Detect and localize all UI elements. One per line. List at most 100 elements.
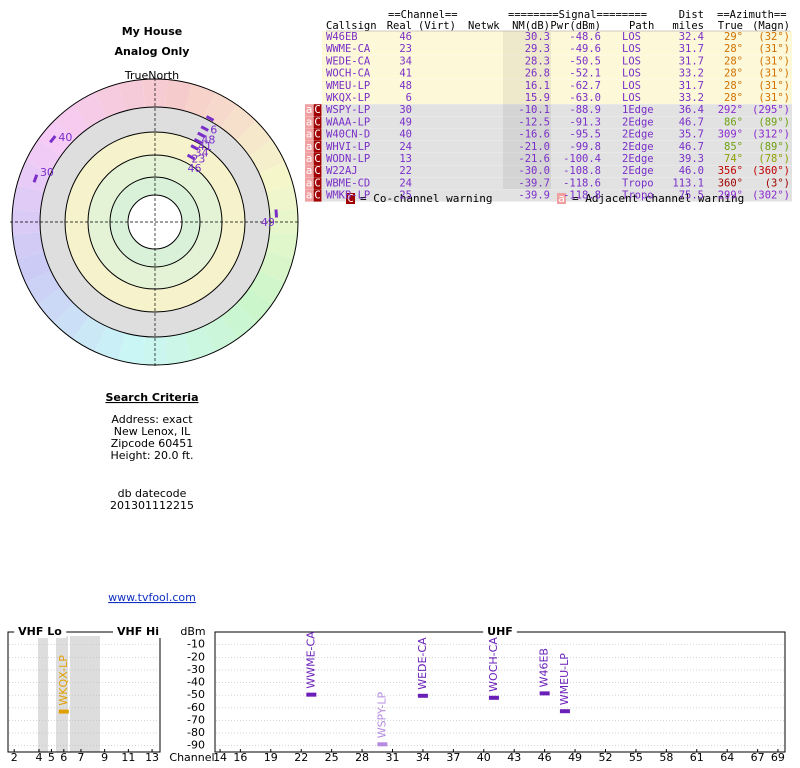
warning-text: a: [306, 128, 313, 141]
x-tick-label: 14: [213, 751, 227, 764]
x-tick-label: 11: [121, 751, 135, 764]
cell: 33.2: [679, 68, 704, 80]
station-mark: [49, 135, 57, 144]
header: Pwr(dBm): [550, 20, 601, 32]
spectrum: dBm Channel VHF Lo 2 4 5 6 VHF Hi 7 9 11 13 UHF 14 1…: [7, 625, 786, 764]
cell: 30: [399, 104, 412, 116]
cell: WMEU-LP: [326, 80, 370, 92]
station-mark: [274, 209, 279, 218]
cell: 22: [399, 165, 412, 177]
station-label: 34: [195, 146, 209, 159]
y-tick-label: -60: [187, 701, 205, 714]
title-bg: [14, 625, 67, 638]
cell: 13: [399, 153, 412, 165]
y-tick-label: -80: [187, 726, 205, 739]
y-tick-label: -40: [187, 676, 205, 689]
cell: WEDE-CA: [326, 55, 371, 67]
cell: 28°: [724, 43, 743, 55]
station-mark: [193, 137, 203, 145]
cell: -99.8: [569, 141, 601, 153]
station-label: W46EB: [538, 648, 551, 687]
cell: WOCH-CA: [326, 68, 371, 80]
cell: 29.3: [525, 43, 550, 55]
ring-sector: [184, 83, 216, 118]
ring-sector: [249, 270, 285, 305]
cell: -91.3: [569, 116, 601, 128]
row-bg: [322, 31, 792, 43]
cell: 34: [399, 55, 412, 67]
cell: -39.7: [518, 177, 550, 189]
cell: -10.1: [518, 104, 550, 116]
x-tick-label: 22: [294, 751, 308, 764]
warning-icon: [305, 104, 313, 117]
cell: -50.5: [569, 55, 601, 67]
datecode: 201301112215: [110, 499, 194, 512]
x-tick-label: 37: [446, 751, 460, 764]
cell: (78°): [758, 153, 790, 165]
cell: 74°: [724, 153, 743, 165]
cell: 16.1: [525, 80, 550, 92]
cell: 24: [399, 177, 412, 189]
warning-icon: [313, 140, 322, 153]
signal-bar: [539, 691, 550, 696]
warning-icon: [305, 140, 313, 153]
warning-text: C: [314, 115, 321, 128]
station-label: 30: [40, 166, 54, 179]
station-mark: [186, 153, 196, 161]
cell: 23: [399, 43, 412, 55]
panel-frame: [7, 631, 161, 753]
ring-sector: [220, 303, 257, 340]
ring-sector: [117, 79, 145, 111]
warning-icon: [305, 177, 313, 190]
cell: 75.5: [679, 190, 704, 202]
cell: 46.7: [679, 141, 704, 153]
warning-text: C: [314, 176, 321, 189]
panel-title: VHF Hi: [117, 625, 159, 638]
cell: 40: [399, 129, 412, 141]
cell: 299°: [718, 190, 743, 202]
header: NM(dB): [512, 20, 550, 32]
ring-sector: [16, 161, 51, 193]
cell: (3°): [765, 177, 790, 189]
warning-icon: [313, 128, 322, 141]
station-label: WKQX-LP: [57, 655, 70, 706]
station-label: 23: [191, 153, 205, 166]
header: True: [718, 20, 743, 32]
cell: W22AJ: [326, 165, 358, 177]
header: Path: [629, 20, 654, 32]
warning-text: a: [306, 152, 313, 165]
title-bg: [483, 625, 517, 638]
search-title: Search Criteria: [105, 391, 198, 404]
ring-sector: [165, 333, 193, 365]
title: My House: [122, 25, 183, 38]
ring-sector: [25, 270, 61, 305]
ring-sector: [236, 287, 273, 324]
y-tick-label: -20: [187, 650, 205, 663]
cell: 46: [399, 31, 412, 43]
ring-sector: [53, 104, 90, 141]
cell: 24: [399, 141, 412, 153]
x-tick-label: 25: [325, 751, 339, 764]
unused-band: [38, 636, 48, 752]
cell: WHVI-LP: [326, 141, 370, 153]
table: ==Channel== ========Signal======== Dist …: [305, 9, 792, 205]
cell: LOS: [622, 92, 641, 104]
warning-text: C: [314, 164, 321, 177]
warning-icon: [305, 153, 313, 165]
station-label: 48: [201, 134, 215, 147]
cell: (302°): [752, 190, 790, 202]
cell: (31°): [758, 92, 790, 104]
ring-sector: [53, 303, 90, 340]
cell: 48: [399, 80, 412, 92]
cell: 6: [406, 92, 412, 104]
y-tick-label: -50: [187, 688, 205, 701]
x-tick-label: 43: [507, 751, 521, 764]
cell: 36.4: [679, 104, 704, 116]
ring-sector: [12, 232, 44, 260]
x-tick-label: 13: [145, 751, 159, 764]
warning-text: a: [306, 115, 313, 128]
cell: 28°: [724, 55, 743, 67]
cell: 86°: [724, 116, 743, 128]
cell: W46EB: [326, 31, 358, 43]
link[interactable]: www.tvfool.com: [108, 591, 196, 604]
